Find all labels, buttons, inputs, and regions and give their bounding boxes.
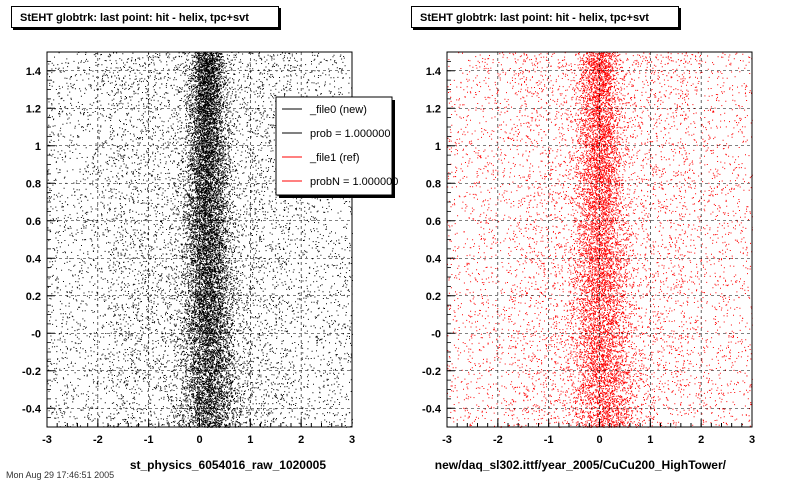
y-tick-label: -0: [431, 328, 441, 340]
y-tick-label: 0.8: [426, 178, 441, 190]
legend-label: probN = 1.000000: [310, 176, 398, 188]
y-tick-label: 1.2: [426, 103, 441, 115]
legend-label: _file0 (new): [309, 104, 367, 116]
chart-right: -3 -2 -1 0 1 2 3 -0.4 -0.2 -0 0.2 0.4 0.6 0.8 1 1.2 1.4 n…: [422, 51, 755, 472]
y-tick-label: 1: [35, 141, 41, 153]
chart-left: -3 -2 -1 0 1 2 3 -0.4 -0.2 -0 0.2 0.4 0.6 0.8 1 1.2 1.4 s…: [22, 51, 398, 472]
y-tick-label: -0.4: [422, 403, 442, 415]
x-tick-label: -1: [144, 434, 154, 446]
y-tick-label: -0.2: [422, 366, 441, 378]
x-tick-label: -3: [42, 434, 52, 446]
x-tick-label: 2: [298, 434, 304, 446]
x-axis-label: new/daq_sl302.ittf/year_2005/CuCu200_Hig…: [435, 458, 727, 472]
legend-label: _file1 (ref): [309, 152, 360, 164]
x-tick-label: 3: [749, 434, 755, 446]
y-tick-label: 0.8: [26, 178, 41, 190]
y-tick-label: -0.2: [22, 366, 41, 378]
legend-label: prob = 1.000000: [310, 128, 390, 140]
y-tick-label: -0: [31, 328, 41, 340]
x-tick-label: 0: [196, 434, 202, 446]
x-axis-label: st_physics_6054016_raw_1020005: [130, 458, 326, 472]
y-tick-label: 0.2: [426, 291, 441, 303]
y-tick-label: 1.4: [426, 66, 442, 78]
y-tick-label: 0.4: [26, 253, 42, 265]
x-tick-label: 1: [647, 434, 653, 446]
footer-timestamp: Mon Aug 29 17:46:51 2005: [6, 470, 115, 480]
y-tick-label: 1.4: [26, 66, 42, 78]
y-tick-label: 0.6: [26, 216, 41, 228]
y-tick-label: 1.2: [26, 103, 41, 115]
x-tick-label: 1: [247, 434, 253, 446]
x-tick-label: 2: [698, 434, 704, 446]
scatter-points: [47, 52, 353, 428]
scatter-points: [447, 52, 753, 428]
x-tick-label: -2: [493, 434, 503, 446]
y-tick-label: -0.4: [22, 403, 42, 415]
y-tick-label: 1: [435, 141, 441, 153]
right-chart-title: StEHT globtrk: last point: hit - helix, …: [411, 6, 679, 28]
left-chart-title: StEHT globtrk: last point: hit - helix, …: [11, 6, 279, 28]
x-tick-label: -3: [442, 434, 452, 446]
y-tick-label: 0.2: [26, 291, 41, 303]
x-tick-label: 0: [596, 434, 602, 446]
legend-box: [275, 96, 393, 196]
y-tick-label: 0.4: [426, 253, 442, 265]
x-tick-label: -2: [93, 434, 103, 446]
y-tick-label: 0.6: [426, 216, 441, 228]
x-tick-label: -1: [544, 434, 554, 446]
x-tick-label: 3: [349, 434, 355, 446]
